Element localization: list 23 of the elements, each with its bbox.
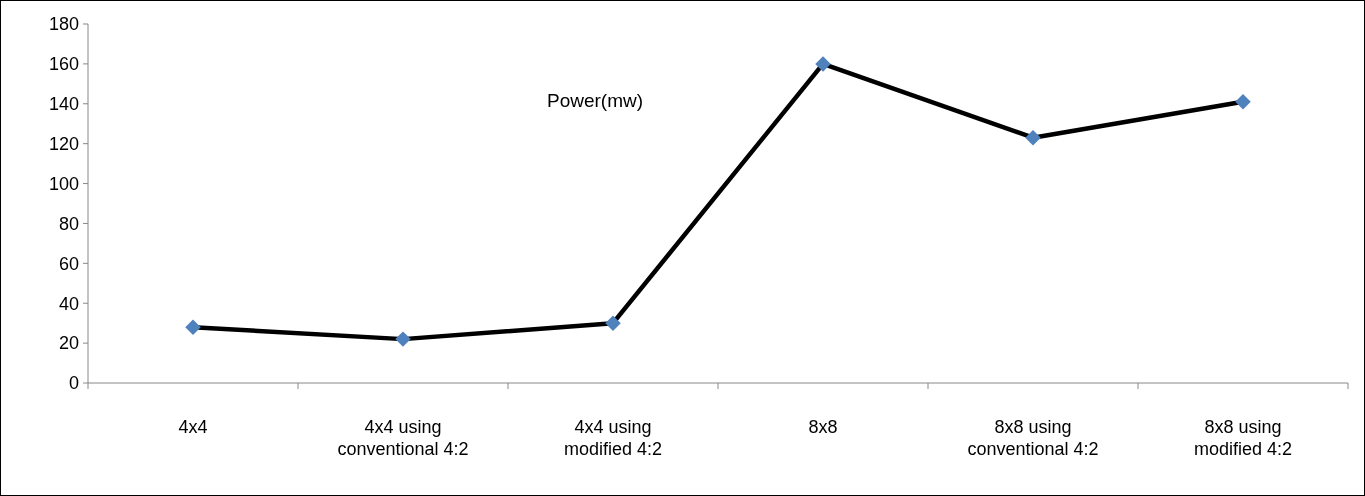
- y-tick-label: 80: [58, 213, 79, 234]
- y-tick-label: 140: [48, 94, 79, 115]
- x-tick-label: 8x8 using modified 4:2: [1193, 417, 1293, 459]
- y-tick-label: 0: [68, 373, 79, 394]
- y-tick-label: 100: [48, 173, 79, 194]
- x-tick-label: 4x4 using conventional 4:2: [337, 417, 469, 459]
- point: [1025, 129, 1041, 146]
- text: Power(mw): [546, 90, 644, 111]
- point: [605, 315, 621, 331]
- point: [815, 56, 831, 72]
- point: [395, 331, 411, 347]
- x-tick-label: 8x8: [808, 417, 838, 437]
- x-tick-label: 4x4 using modified 4:2: [563, 417, 663, 459]
- y-tick-label: 20: [58, 333, 79, 354]
- point: [1235, 94, 1251, 110]
- x-tick-label: 8x8 using conventional 4:2: [967, 417, 1099, 459]
- y-tick-label: 40: [58, 293, 79, 314]
- x-tick-label: 4x4: [178, 417, 208, 437]
- y-tick-label: 120: [48, 133, 79, 154]
- point: [185, 319, 201, 335]
- y-tick-label: 160: [48, 54, 79, 75]
- y-tick-label: 60: [58, 253, 79, 274]
- y-tick-label: 180: [48, 14, 79, 35]
